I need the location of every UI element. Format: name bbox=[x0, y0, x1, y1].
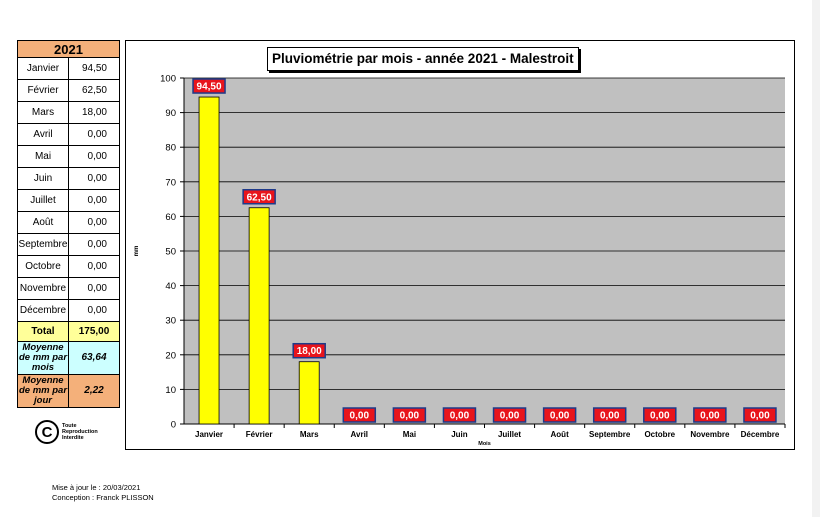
x-tick-label-4: Mai bbox=[403, 430, 416, 439]
data-label-box-11 bbox=[743, 407, 777, 423]
x-tick-label-6: Juillet bbox=[498, 430, 521, 439]
data-label-box-5 bbox=[442, 407, 477, 423]
y-tick-label-3: 30 bbox=[165, 316, 176, 327]
data-label-9: 0,00 bbox=[650, 411, 670, 422]
data-label-box-4 bbox=[392, 407, 427, 423]
y-tick-label-4: 40 bbox=[165, 281, 176, 292]
table-total: Total 175,00 bbox=[17, 321, 120, 342]
table-year-row: 2021 bbox=[17, 40, 120, 58]
table-row-4: Mai 0,00 bbox=[17, 145, 120, 168]
data-label-5: 0,00 bbox=[450, 411, 470, 422]
table-row-2: Mars 18,00 bbox=[17, 101, 120, 124]
data-label-box-0 bbox=[192, 78, 226, 94]
table-row-9: Octobre 0,00 bbox=[17, 255, 120, 278]
table-row-10: Novembre 0,00 bbox=[17, 277, 120, 300]
x-axis-label: Mois bbox=[478, 441, 491, 447]
data-label-1: 62,50 bbox=[247, 192, 272, 203]
copyright-text: Toute Reproduction Interdite bbox=[62, 423, 98, 441]
data-label-box-2 bbox=[292, 342, 326, 359]
table-avg-day: Moyenne de mm par jour 2,22 bbox=[17, 374, 120, 408]
table-avg-month: Moyenne de mm par mois 63,64 bbox=[17, 341, 120, 375]
data-label-0: 94,50 bbox=[197, 82, 222, 93]
copyright-block: C Toute Reproduction Interdite bbox=[35, 420, 102, 444]
data-label-6: 0,00 bbox=[500, 411, 520, 422]
table-avg-day-label: Moyenne de mm par jour bbox=[17, 374, 69, 408]
data-label-box-10 bbox=[693, 407, 727, 423]
table-row-3: Avril 0,00 bbox=[17, 123, 120, 146]
bar-1 bbox=[248, 207, 270, 425]
y-tick-label-5: 50 bbox=[165, 247, 176, 258]
footer-author: Conception : Franck PLISSON bbox=[52, 493, 154, 502]
y-tick-label-10: 100 bbox=[160, 74, 176, 85]
x-tick-label-11: Décembre bbox=[741, 430, 780, 439]
y-tick-label-9: 90 bbox=[165, 108, 176, 119]
data-label-4: 0,00 bbox=[400, 411, 420, 422]
x-tick-label-5: Juin bbox=[451, 430, 468, 439]
bar-2 bbox=[298, 361, 320, 425]
x-tick-label-1: Février bbox=[246, 430, 273, 439]
data-label-box-9 bbox=[643, 407, 677, 423]
data-table: 2021 Janvier 94,50 Février 62,50 Mars 18,00 Av… bbox=[17, 40, 120, 408]
y-tick-label-2: 20 bbox=[165, 350, 176, 361]
y-axis-label: mm bbox=[134, 246, 140, 257]
chart-title: Pluviométrie par mois - année 2021 - Mal… bbox=[267, 47, 579, 71]
table-avg-month-label: Moyenne de mm par mois bbox=[17, 341, 69, 375]
data-label-3: 0,00 bbox=[350, 411, 370, 422]
y-tick-label-6: 60 bbox=[165, 212, 176, 223]
table-row-7: Août 0,00 bbox=[17, 211, 120, 234]
table-avg-day-value: 2,22 bbox=[68, 374, 120, 408]
x-tick-label-9: Octobre bbox=[644, 430, 675, 439]
table-year: 2021 bbox=[17, 40, 120, 58]
data-label-box-6 bbox=[492, 407, 527, 423]
right-edge bbox=[812, 0, 820, 517]
bar-0 bbox=[198, 96, 220, 425]
x-tick-label-3: Avril bbox=[351, 430, 369, 439]
y-tick-label-8: 80 bbox=[165, 143, 176, 154]
data-label-10: 0,00 bbox=[700, 411, 720, 422]
data-label-box-8 bbox=[592, 407, 627, 423]
data-label-box-3 bbox=[342, 407, 377, 423]
data-label-11: 0,00 bbox=[750, 411, 770, 422]
x-tick-label-7: Août bbox=[551, 430, 570, 439]
y-tick-label-0: 0 bbox=[171, 420, 176, 431]
table-row-5-value: 0,00 bbox=[68, 167, 120, 190]
data-label-2: 18,00 bbox=[297, 346, 322, 357]
x-tick-label-0: Janvier bbox=[195, 430, 223, 439]
y-tick-label-1: 10 bbox=[165, 385, 176, 396]
table-row-10-value: 0,00 bbox=[68, 277, 120, 300]
footer-updated: Mise à jour le : 20/03/2021 bbox=[52, 483, 141, 492]
table-total-value: 175,00 bbox=[68, 321, 120, 342]
data-label-box-7 bbox=[542, 407, 577, 423]
table-row-0: Janvier 94,50 bbox=[17, 57, 120, 80]
data-label-box-1 bbox=[242, 189, 276, 205]
data-label-7: 0,00 bbox=[550, 411, 570, 422]
copyright-icon: C bbox=[35, 420, 59, 444]
x-tick-label-10: Novembre bbox=[690, 430, 730, 439]
x-tick-label-8: Septembre bbox=[589, 430, 631, 439]
chart-frame bbox=[125, 40, 795, 450]
x-tick-label-2: Mars bbox=[300, 430, 319, 439]
data-label-8: 0,00 bbox=[600, 411, 620, 422]
table-total-label: Total bbox=[17, 321, 69, 342]
y-tick-label-7: 70 bbox=[165, 177, 176, 188]
